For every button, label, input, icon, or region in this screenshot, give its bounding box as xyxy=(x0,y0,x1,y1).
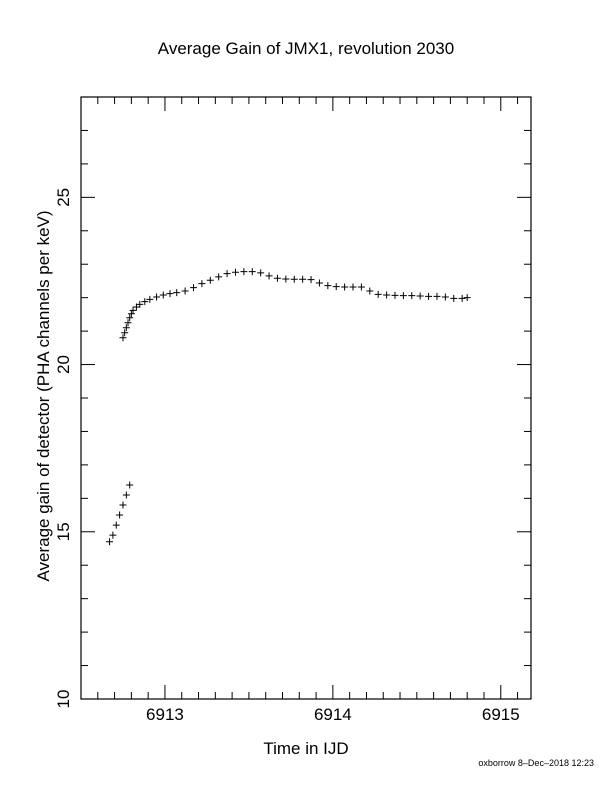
data-point xyxy=(122,324,130,332)
y-tick-label: 10 xyxy=(54,690,73,709)
data-point xyxy=(458,294,466,302)
data-point xyxy=(357,283,365,291)
data-point xyxy=(181,287,189,295)
data-point xyxy=(450,294,458,302)
data-point xyxy=(121,329,129,337)
data-point xyxy=(383,291,391,299)
data-point xyxy=(136,300,144,308)
data-point xyxy=(119,501,127,509)
data-point xyxy=(109,531,117,539)
data-point xyxy=(215,273,223,281)
y-axis-label: Average gain of detector (PHA channels p… xyxy=(34,210,53,581)
data-point xyxy=(349,283,357,291)
data-point xyxy=(126,481,134,489)
data-point xyxy=(126,314,134,322)
data-point xyxy=(153,293,161,301)
data-point xyxy=(282,275,290,283)
data-point xyxy=(265,272,273,280)
data-point xyxy=(408,292,416,300)
x-tick-label: 6914 xyxy=(314,705,352,724)
x-tick-label: 6913 xyxy=(146,705,184,724)
data-point xyxy=(122,491,130,499)
plot-frame xyxy=(80,96,532,700)
data-point xyxy=(119,334,127,342)
data-point xyxy=(257,269,265,277)
data-point xyxy=(240,268,248,276)
data-point xyxy=(223,270,231,278)
data-point xyxy=(198,280,206,288)
data-point xyxy=(391,291,399,299)
data-point xyxy=(173,289,181,297)
data-point xyxy=(425,292,433,300)
data-point xyxy=(273,274,281,282)
data-point xyxy=(463,294,471,302)
chart-title: Average Gain of JMX1, revolution 2030 xyxy=(158,39,454,58)
y-tick-label: 20 xyxy=(54,355,73,374)
data-point xyxy=(341,283,349,291)
footer-credit: oxborrow 8–Dec–2018 12:23 xyxy=(478,758,594,768)
data-point xyxy=(159,291,167,299)
data-point xyxy=(231,268,239,276)
axis-ticks xyxy=(80,96,531,700)
data-point xyxy=(129,306,137,314)
data-point xyxy=(116,511,124,519)
data-point xyxy=(332,283,340,291)
data-point xyxy=(248,268,256,276)
data-point xyxy=(124,319,132,327)
y-tick-label: 15 xyxy=(54,522,73,541)
data-point xyxy=(127,310,135,318)
data-point xyxy=(290,275,298,283)
data-point xyxy=(106,538,114,546)
data-point xyxy=(307,276,315,284)
data-point xyxy=(324,282,332,290)
tick-labels: 6913 6914 6915 10 15 20 25 xyxy=(54,188,520,724)
data-point xyxy=(374,290,382,298)
data-point xyxy=(112,521,120,529)
data-point xyxy=(399,292,407,300)
data-point xyxy=(416,292,424,300)
data-point xyxy=(441,293,449,301)
data-point xyxy=(206,276,214,284)
x-tick-label: 6915 xyxy=(482,705,520,724)
data-points xyxy=(106,268,471,546)
data-point xyxy=(190,284,197,292)
data-point xyxy=(146,295,154,303)
data-point xyxy=(141,298,149,306)
x-axis-label: Time in IJD xyxy=(263,739,348,758)
data-point xyxy=(166,290,174,298)
y-tick-label: 25 xyxy=(54,188,73,207)
data-point xyxy=(299,275,307,283)
data-point xyxy=(433,292,441,300)
data-point xyxy=(366,287,374,295)
data-point xyxy=(315,279,323,287)
